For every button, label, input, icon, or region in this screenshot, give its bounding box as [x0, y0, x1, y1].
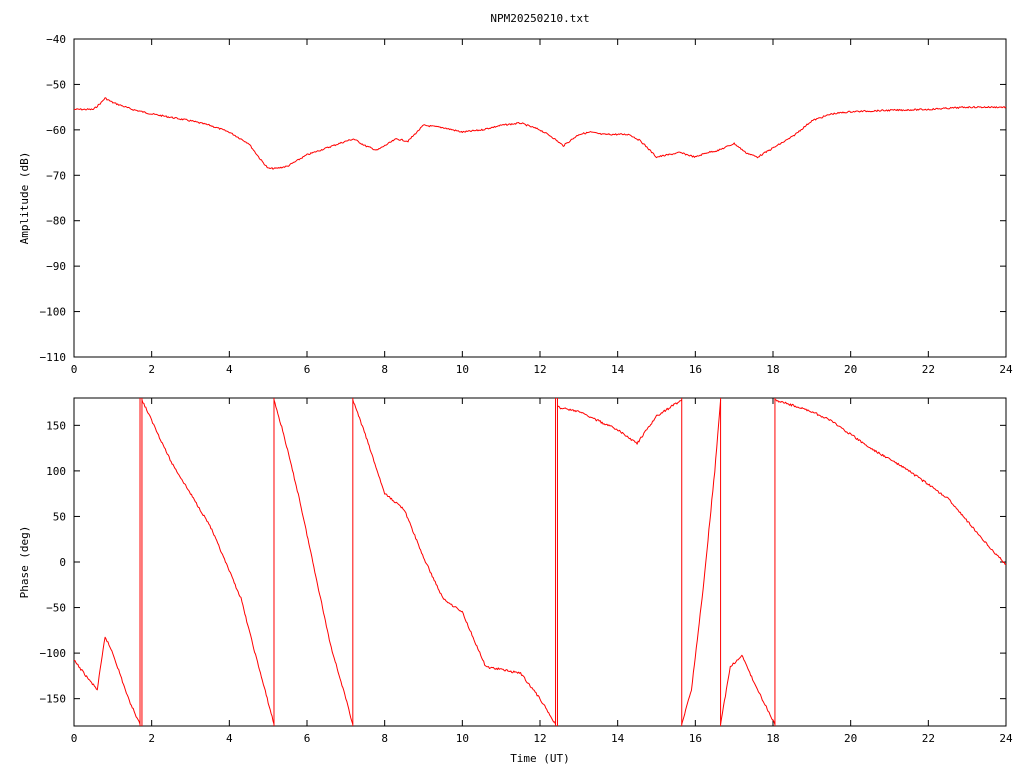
phase-ticks: 0 2 4 6 8 10 12 14 16 18 20 22 24−150−100−5005010015… [40, 398, 1013, 745]
amplitude-y-tick-label: −50 [46, 78, 66, 91]
phase-y-axis-label: Phase (deg) [18, 526, 31, 599]
amplitude-x-tick-label: 22 [922, 363, 935, 376]
amplitude-series [74, 97, 1007, 170]
time-x-axis-label: Time (UT) [510, 752, 570, 765]
amplitude-x-tick-label: 20 [844, 363, 857, 376]
phase-series-segment [557, 399, 683, 445]
phase-x-tick-label: 14 [611, 732, 625, 745]
phase-y-tick-label: −150 [40, 693, 67, 706]
phase-series-segment [352, 399, 556, 725]
amplitude-y-tick-label: −60 [46, 124, 66, 137]
amplitude-y-tick-label: −90 [46, 260, 66, 273]
phase-plot-frame [73, 397, 1007, 727]
amplitude-x-tick-label: 8 [381, 363, 388, 376]
phase-x-tick-label: 2 [148, 732, 155, 745]
amplitude-x-tick-label: 14 [611, 363, 625, 376]
phase-y-tick-label: −50 [46, 602, 66, 615]
amplitude-y-axis-label: Amplitude (dB) [18, 152, 31, 245]
amplitude-x-tick-label: 2 [148, 363, 155, 376]
phase-y-tick-label: 150 [46, 419, 66, 432]
phase-x-tick-label: 4 [226, 732, 233, 745]
amplitude-y-tick-label: −70 [46, 169, 66, 182]
phase-x-tick-label: 18 [766, 732, 779, 745]
phase-x-tick-label: 20 [844, 732, 857, 745]
chart-title: NPM20250210.txt [490, 12, 589, 25]
phase-y-tick-label: 0 [59, 556, 66, 569]
phase-x-tick-label: 8 [381, 732, 388, 745]
phase-x-tick-label: 10 [456, 732, 469, 745]
amplitude-y-tick-label: −40 [46, 33, 66, 46]
amplitude-x-tick-label: 12 [533, 363, 546, 376]
phase-x-tick-label: 22 [922, 732, 935, 745]
amplitude-ticks: 0 2 4 6 8 10 12 14 16 18 20 22 24−110−100−90−80−70−6… [40, 33, 1013, 376]
phase-y-tick-label: 50 [53, 510, 66, 523]
phase-series [73, 398, 1007, 726]
phase-y-tick-label: −100 [40, 647, 67, 660]
amplitude-x-tick-label: 10 [456, 363, 469, 376]
phase-y-tick-label: 100 [46, 465, 66, 478]
amplitude-x-tick-label: 0 [71, 363, 78, 376]
amplitude-y-tick-label: −80 [46, 215, 66, 228]
phase-series-segment [720, 654, 776, 725]
phase-series-segment [681, 399, 722, 725]
phase-series-segment [273, 399, 354, 725]
amplitude-y-tick-label: −110 [40, 351, 67, 364]
amplitude-x-tick-label: 16 [689, 363, 702, 376]
phase-x-tick-label: 16 [689, 732, 702, 745]
phase-series-segment [141, 399, 275, 725]
phase-x-tick-label: 24 [999, 732, 1013, 745]
amplitude-x-tick-label: 24 [999, 363, 1013, 376]
amplitude-plot-frame [73, 38, 1007, 358]
phase-x-tick-label: 0 [71, 732, 78, 745]
amplitude-x-tick-label: 18 [766, 363, 779, 376]
phase-x-tick-label: 12 [533, 732, 546, 745]
phase-series-segment [774, 399, 1007, 566]
amplitude-panel: Amplitude (dB) 0 2 4 6 8 10 12 14 16 18 20 22 24−110… [18, 33, 1013, 376]
amplitude-y-tick-label: −100 [40, 306, 67, 319]
phase-panel: Phase (deg) Time (UT) 0 2 4 6 8 10 12 14 16 18 20 2… [18, 397, 1013, 765]
phase-x-tick-label: 6 [304, 732, 311, 745]
amplitude-series-line [74, 97, 1007, 170]
amplitude-x-tick-label: 6 [304, 363, 311, 376]
amplitude-x-tick-label: 4 [226, 363, 233, 376]
phase-series-segment [73, 636, 141, 725]
